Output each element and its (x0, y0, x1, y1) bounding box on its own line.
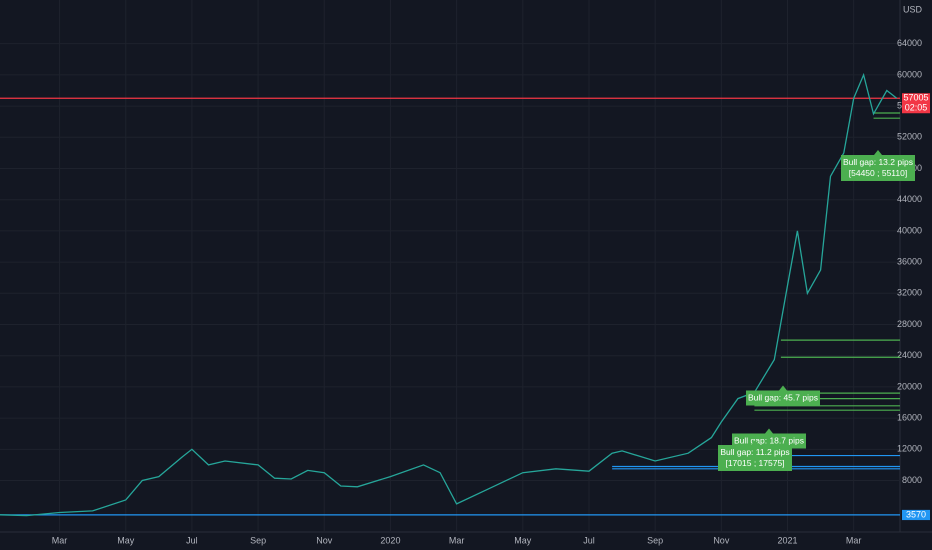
annotation-box (732, 433, 806, 449)
annotation-box (718, 445, 792, 471)
x-tick-label: Sep (250, 535, 266, 545)
x-tick-label: Sep (647, 535, 663, 545)
annotation-text: Bull gap: 11.2 pips (720, 447, 789, 457)
y-tick-label: 36000 (897, 256, 922, 266)
x-tick-label: Mar (449, 535, 465, 545)
y-tick-label: 60000 (897, 69, 922, 79)
annotation-text: [54450 ; 55110] (849, 168, 907, 178)
x-tick-label: 2021 (777, 535, 797, 545)
price-label: 3570 (906, 509, 926, 519)
y-tick-label: 24000 (897, 350, 922, 360)
y-tick-label: 40000 (897, 225, 922, 235)
y-tick-label: 32000 (897, 288, 922, 298)
annotation-pointer (874, 150, 882, 155)
annotation-text: Bull gap: 13.2 pips (843, 157, 913, 167)
x-tick-label: Nov (316, 535, 333, 545)
currency: USD (903, 4, 923, 14)
y-tick-label: 64000 (897, 38, 922, 48)
annotation-text: Bull gap: 18.7 pips (734, 435, 804, 445)
y-tick-label: 52000 (897, 132, 922, 142)
x-tick-label: Nov (713, 535, 730, 545)
x-tick-label: Mar (52, 535, 68, 545)
price-label: 57005 (903, 93, 928, 103)
price-line (0, 72, 898, 517)
y-tick-label: 28000 (897, 319, 922, 329)
annotation-pointer (751, 440, 759, 445)
annotation-box (841, 155, 915, 181)
y-tick-label: 20000 (897, 381, 922, 391)
y-tick-label: 16000 (897, 412, 922, 422)
price-label-box (902, 510, 930, 521)
annotation-text: [17015 ; 17575] (725, 458, 784, 468)
x-tick-label: Jul (583, 535, 595, 545)
y-tick-label: 12000 (897, 444, 922, 454)
x-tick-label: Jul (186, 535, 198, 545)
x-tick-label: May (117, 535, 135, 545)
annotation-box (746, 390, 820, 406)
annotation-pointer (779, 385, 787, 391)
price-label-time: 02:05 (905, 103, 928, 113)
price-label-box (902, 93, 930, 114)
x-tick-label: 2020 (380, 535, 400, 545)
y-tick-label: 44000 (897, 194, 922, 204)
annotation-pointer (765, 428, 773, 434)
annotation-text: Bull gap: 45.7 pips (748, 392, 818, 402)
x-tick-label: May (514, 535, 532, 545)
y-tick-label: 8000 (902, 475, 922, 485)
x-tick-label: Mar (846, 535, 862, 545)
